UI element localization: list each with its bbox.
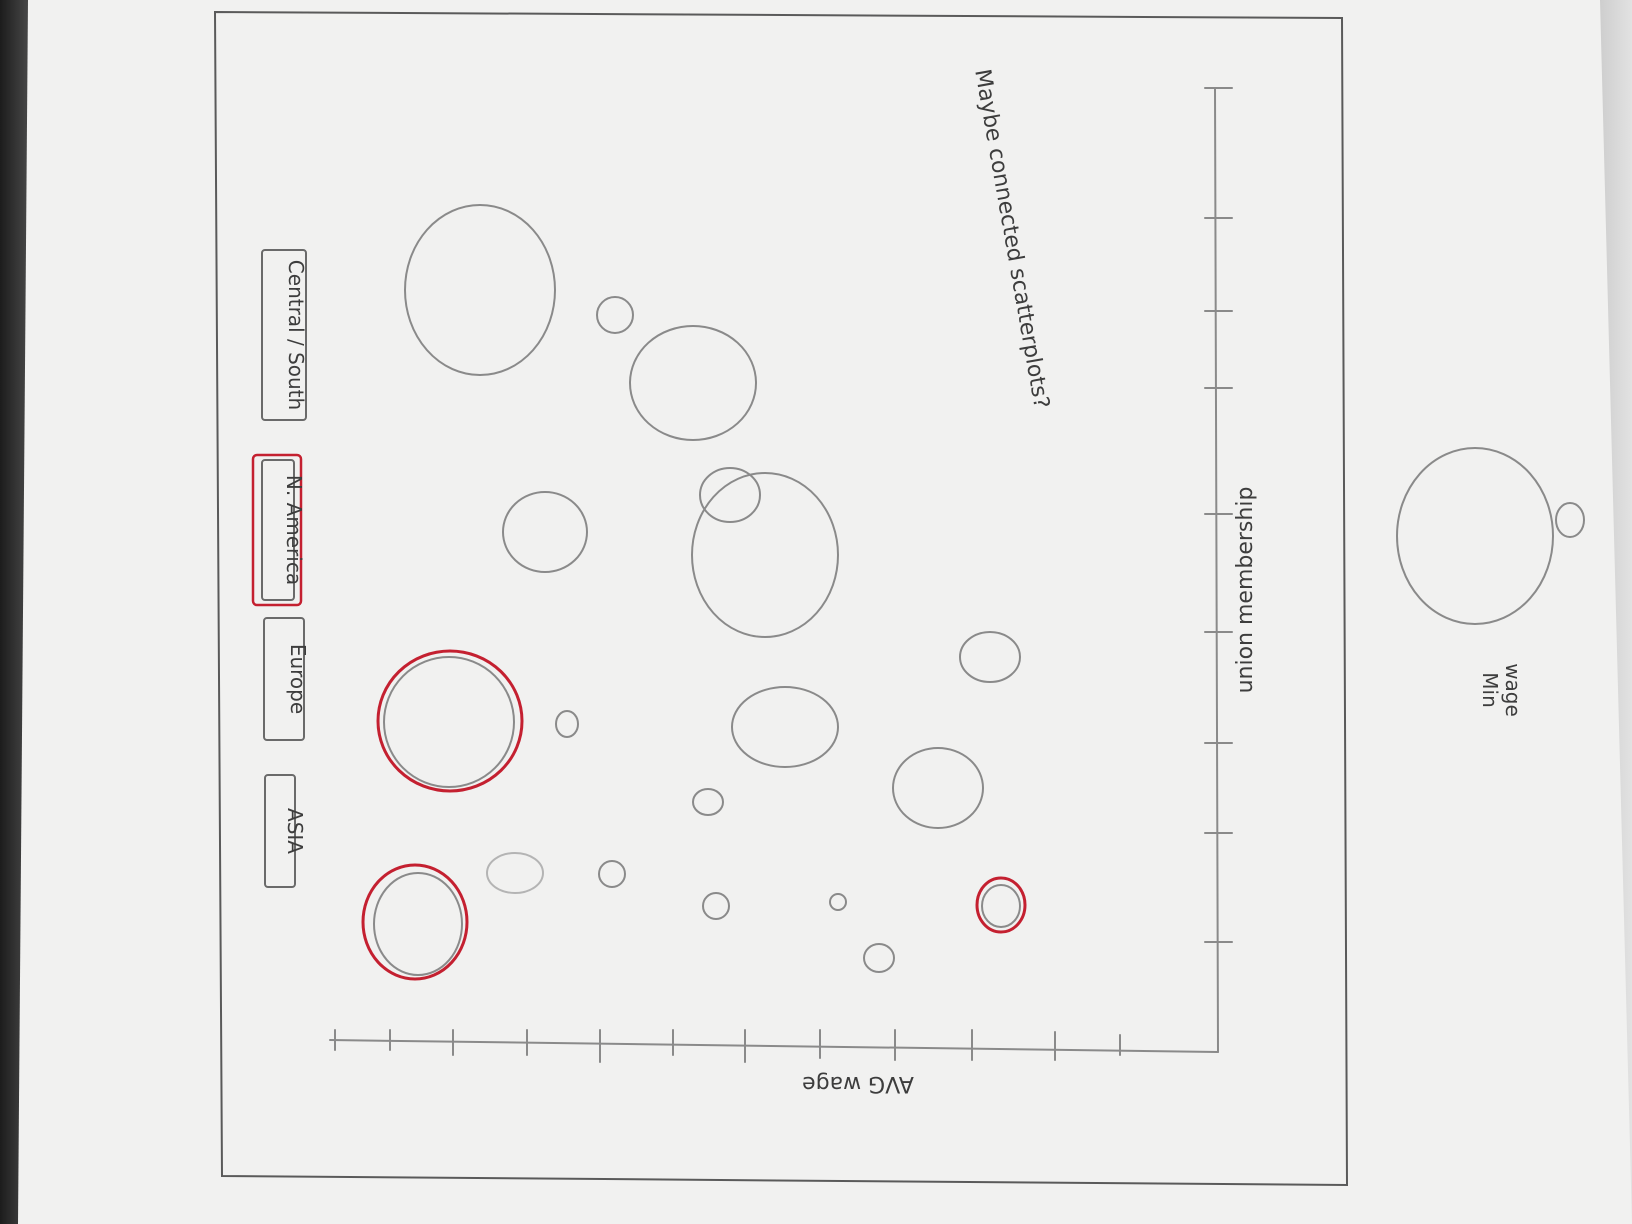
y-axis-line	[329, 1039, 1219, 1053]
paper-sheet	[18, 0, 1632, 1224]
bubble	[555, 710, 579, 738]
bubble	[404, 204, 556, 376]
bubble	[596, 296, 634, 334]
bubble	[692, 788, 724, 816]
bubble-highlighted	[975, 876, 1027, 934]
bubble	[699, 467, 761, 523]
legend-button-europe[interactable]: Europe	[263, 617, 310, 741]
sketch-frame	[213, 10, 1349, 1187]
size-legend-label: Min	[1478, 672, 1502, 708]
chart-axes	[329, 87, 1233, 1063]
bubbles	[361, 204, 1027, 981]
legend-button-asia[interactable]: ASIA	[264, 774, 307, 888]
bubble	[863, 943, 895, 973]
bubble	[486, 852, 544, 894]
bubble-highlighted	[376, 649, 524, 793]
x-axis-line	[1214, 87, 1219, 1053]
legend-button-label: Central / South	[284, 260, 308, 410]
bubble	[629, 325, 757, 441]
size-legend-small-circle	[1555, 502, 1585, 538]
x-axis-label: union membership	[1233, 487, 1258, 694]
size-legend: Min wage	[1396, 447, 1585, 717]
bubble	[702, 892, 730, 920]
bubble	[959, 631, 1021, 683]
legend-buttons: ASIA Europe N. America Central / South	[251, 249, 310, 888]
bubble	[892, 747, 984, 829]
size-legend-label: wage	[1501, 663, 1525, 717]
bubble-highlighted-fill	[373, 872, 463, 976]
legend-button-label: Europe	[286, 644, 310, 714]
bubble	[829, 893, 847, 911]
y-axis-ticks	[334, 1029, 1121, 1063]
legend-button-central-south[interactable]: Central / South	[261, 249, 308, 421]
bubble-highlighted-fill	[981, 884, 1021, 928]
legend-button-label: N. America	[282, 475, 306, 585]
bubble-highlighted	[361, 863, 469, 981]
bubble	[502, 491, 588, 573]
bubble	[691, 472, 839, 638]
legend-button-label: ASIA	[283, 808, 307, 854]
size-legend-large-circle	[1396, 447, 1554, 625]
y-axis-label: AVG wage	[802, 1071, 914, 1096]
bubble	[598, 860, 626, 888]
bubble	[731, 686, 839, 768]
x-axis-ticks	[1204, 87, 1233, 943]
bubble-highlighted-fill	[383, 656, 515, 788]
legend-button-n-america[interactable]: N. America	[251, 453, 306, 607]
